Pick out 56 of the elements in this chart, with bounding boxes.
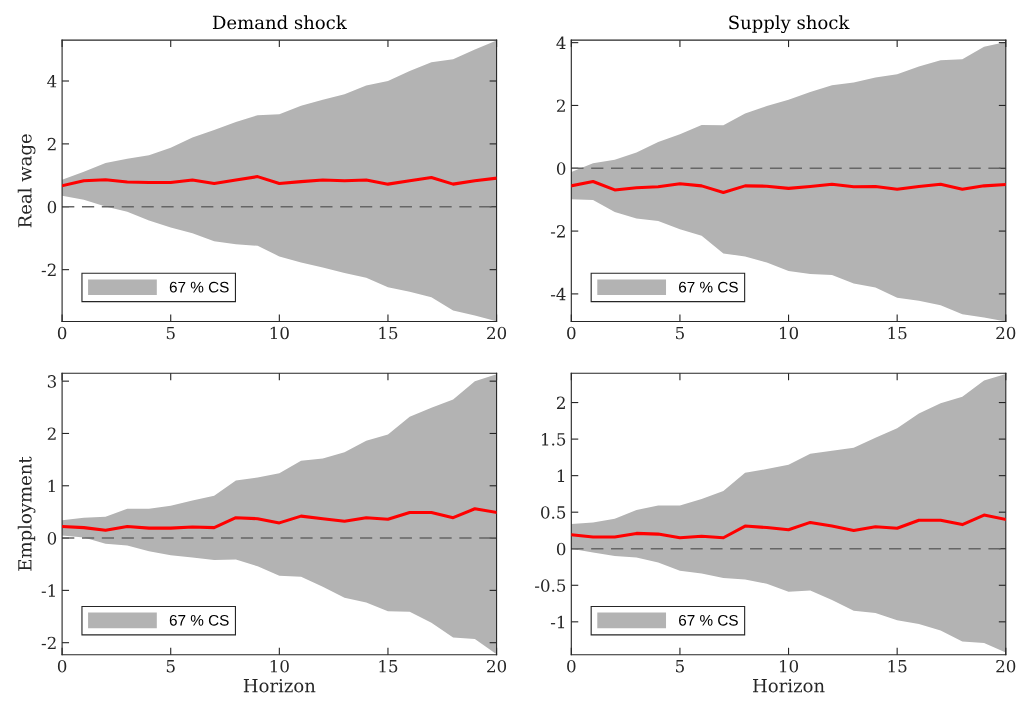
x-tick-label: 15 <box>888 326 907 340</box>
y-tick-label: 3 <box>47 375 56 388</box>
y-axis-title: Employment <box>17 456 36 571</box>
y-tick-label: 0 <box>556 162 566 175</box>
x-tick-label: 10 <box>270 659 289 673</box>
legend-label: 67 % CS <box>169 614 229 626</box>
x-tick-label: 10 <box>270 326 289 340</box>
x-tick-label: 10 <box>779 659 799 673</box>
x-tick-label: 10 <box>779 326 799 340</box>
y-tick-label: 4 <box>556 36 566 49</box>
line-series <box>571 513 1006 540</box>
line-series <box>62 175 497 188</box>
y-tick-label: 2 <box>556 99 565 112</box>
y-tick-label: -2 <box>41 263 56 276</box>
y-tick-label: 0 <box>556 542 566 556</box>
chart-title: Supply shock <box>729 15 850 34</box>
x-tick-label: 0 <box>57 659 67 673</box>
line-series <box>62 507 497 532</box>
line-series <box>571 179 1006 194</box>
y-tick-label: 1 <box>48 479 55 493</box>
y-tick-label: 0.5 <box>541 506 566 519</box>
y-tick-label: -2 <box>41 636 56 650</box>
x-tick-label: 5 <box>676 660 684 673</box>
x-tick-label: 15 <box>379 326 398 340</box>
x-tick-label: 5 <box>676 326 684 340</box>
x-tick-label: 5 <box>166 326 175 340</box>
x-tick-label: 5 <box>166 660 175 673</box>
y-tick-label: 1 <box>557 469 565 482</box>
x-tick-label: 20 <box>996 326 1016 340</box>
y-tick-label: -1 <box>41 584 55 597</box>
y-tick-label: -4 <box>550 287 566 301</box>
x-axis-title: Horizon <box>243 678 316 693</box>
x-tick-label: 0 <box>567 326 576 340</box>
x-tick-label: 15 <box>379 659 398 673</box>
x-tick-label: 20 <box>487 659 507 673</box>
chart-title: Demand shock <box>212 15 347 30</box>
x-tick-label: 20 <box>996 659 1016 673</box>
x-tick-label: 0 <box>57 326 67 340</box>
legend-label: 67 % CS <box>679 614 738 626</box>
x-tick-label: 20 <box>487 326 507 340</box>
y-tick-label: 1.5 <box>541 433 566 446</box>
y-tick-label: 0 <box>47 532 57 545</box>
y-tick-label: 4 <box>47 74 57 88</box>
y-tick-label: 2 <box>47 427 56 440</box>
legend-label: 67 % CS <box>169 281 229 293</box>
y-tick-label: -1 <box>550 615 565 629</box>
y-axis-title: Real wage <box>17 134 36 228</box>
legend-label: 67 % CS <box>679 281 738 293</box>
y-tick-label: 2 <box>47 137 56 151</box>
x-tick-label: 0 <box>567 659 576 673</box>
x-axis-title: Horizon <box>753 678 825 693</box>
y-tick-label: 0 <box>47 200 57 214</box>
y-tick-label: -2 <box>550 225 565 238</box>
y-tick-label: -0.5 <box>535 579 566 592</box>
y-tick-label: 2 <box>556 396 565 409</box>
x-tick-label: 15 <box>888 659 907 673</box>
